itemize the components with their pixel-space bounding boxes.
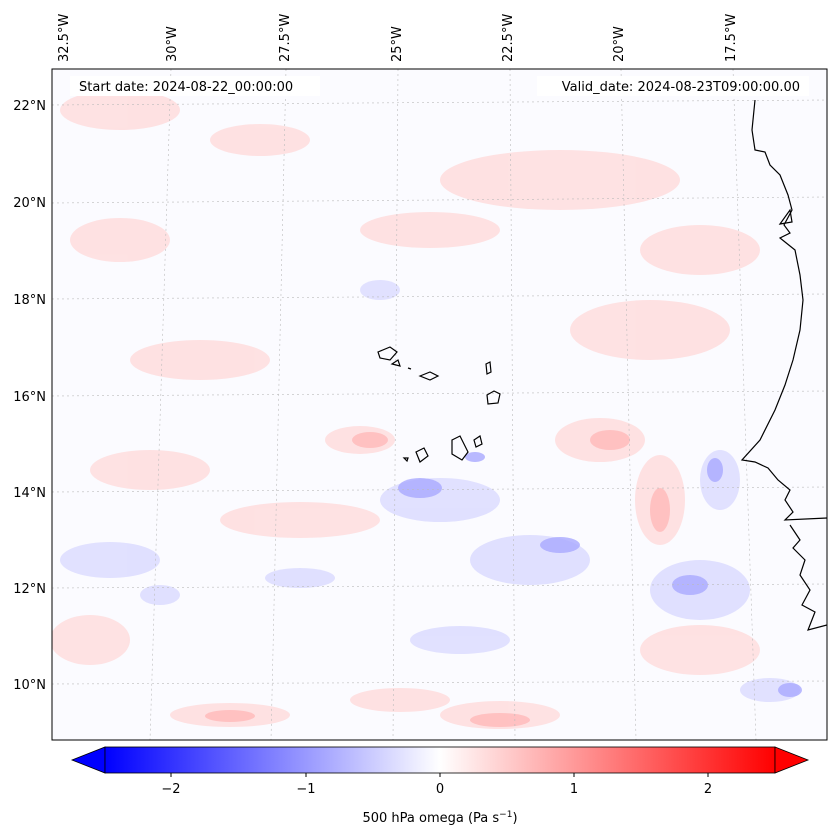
- lat-label: 20°N: [13, 196, 46, 211]
- lon-label: 27.5°W: [278, 14, 293, 62]
- colorbar-extend-min: [70, 746, 106, 774]
- lat-label: 14°N: [13, 486, 46, 501]
- map-panel: Start date: 2024-08-22_00:00:00 Valid_da…: [51, 68, 828, 741]
- lon-label: 25°W: [390, 26, 405, 62]
- start-date-label: Start date: 2024-08-22_00:00:00: [79, 80, 293, 95]
- colorbar-tick-label: −2: [161, 782, 180, 797]
- lon-label: 30°W: [165, 26, 180, 62]
- lon-label: 17.5°W: [724, 14, 739, 62]
- colorbar-extend-max: [774, 746, 810, 774]
- cape-verde-islands: [377, 346, 501, 463]
- colorbar-label-sup: −1: [499, 810, 512, 820]
- colorbar-tick-label: 2: [704, 782, 712, 797]
- island-sao-vicente: [390, 359, 401, 367]
- colorbar-gradient: [104, 746, 776, 774]
- colorbar-tick-label: 1: [570, 782, 578, 797]
- colorbar: −2 −1 0 1 2 500 hPa omega (Pa s−1): [70, 746, 810, 826]
- island-brava: [402, 457, 409, 463]
- negative-omega-cores: [398, 452, 802, 697]
- positive-omega-cores: [205, 430, 670, 727]
- lat-label: 18°N: [13, 293, 46, 308]
- island-boa-vista: [486, 390, 501, 405]
- positive-omega-patches: [52, 90, 760, 729]
- colorbar-label-end: ): [512, 811, 517, 826]
- island-fogo: [415, 447, 429, 463]
- start-date-box: [70, 76, 320, 96]
- map-frame: [51, 68, 828, 741]
- lat-label: 12°N: [13, 582, 46, 597]
- colorbar-tick-label: 0: [436, 782, 444, 797]
- lon-label: 20°W: [612, 26, 627, 62]
- lat-label: 22°N: [13, 99, 46, 114]
- island-santa-luzia: [407, 367, 412, 370]
- lat-label: 16°N: [13, 390, 46, 405]
- coastal-inlet: [778, 208, 793, 225]
- colorbar-tick-label: −1: [296, 782, 315, 797]
- island-santiago: [451, 435, 469, 461]
- island-santo-antao: [377, 346, 398, 361]
- colorbar-ticks: [170, 773, 709, 777]
- island-sal: [485, 361, 492, 375]
- island-sao-nicolau: [418, 371, 440, 381]
- colorbar-label-main: 500 hPa omega (Pa s: [362, 811, 499, 826]
- lon-label: 22.5°W: [501, 14, 516, 62]
- valid-date-box: [537, 76, 809, 96]
- lon-label: 32.5°W: [57, 14, 72, 62]
- island-maio: [473, 435, 483, 448]
- coastline: [740, 99, 827, 631]
- valid-date-label: Valid_date: 2024-08-23T09:00:00.00: [562, 80, 800, 95]
- latitude-labels: 22°N 20°N 18°N 16°N 14°N 12°N 10°N: [13, 99, 46, 693]
- colorbar-label: 500 hPa omega (Pa s−1): [362, 810, 517, 826]
- omega-field: [52, 90, 802, 729]
- colorbar-tick-labels: −2 −1 0 1 2: [161, 782, 712, 797]
- lat-label: 10°N: [13, 678, 46, 693]
- african-coast: [740, 99, 827, 631]
- graticule: [52, 69, 827, 740]
- longitude-labels: 32.5°W 30°W 27.5°W 25°W 22.5°W 20°W 17.5…: [57, 14, 739, 62]
